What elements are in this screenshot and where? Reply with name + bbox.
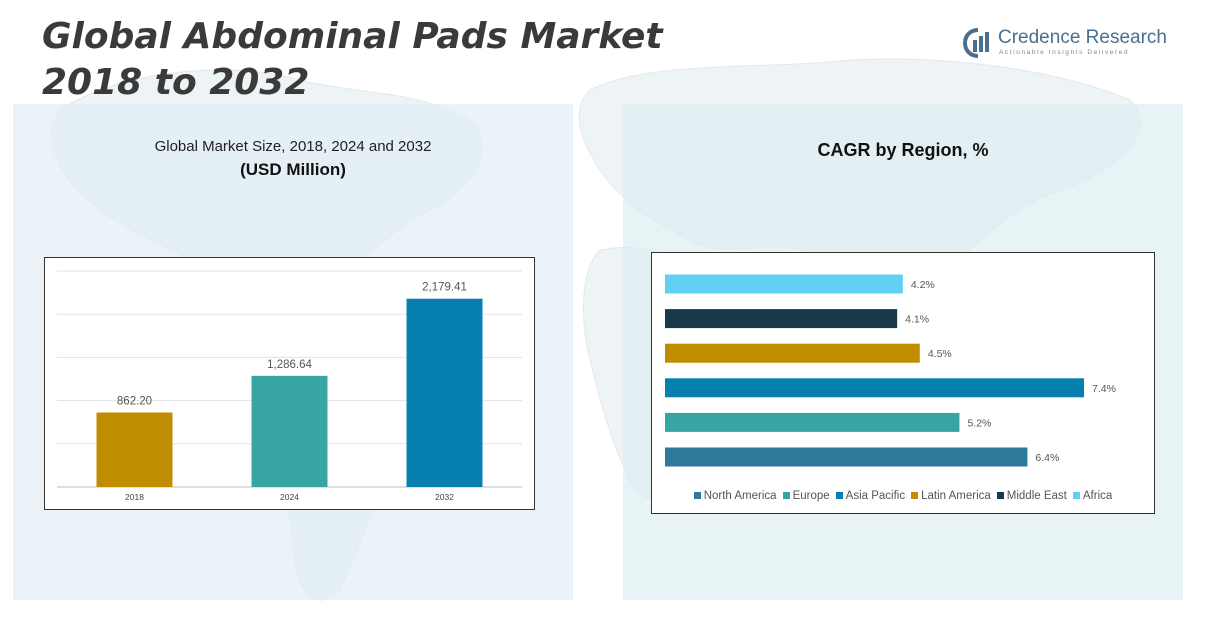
market-size-chart: 862.20 2018 1,286.64 2024 2,179.41 2032 (44, 257, 535, 510)
data-label-africa: 4.2% (911, 279, 935, 291)
data-label-2024: 1,286.64 (267, 359, 312, 371)
legend-label: Middle East (1006, 490, 1067, 502)
data-label-asia-pacific: 7.4% (1092, 383, 1116, 395)
data-label-europe: 5.2% (967, 417, 991, 429)
tick-label-2018: 2018 (125, 492, 144, 502)
legend-label: Africa (1082, 490, 1113, 502)
market-size-chart-unit: (USD Million) (240, 160, 346, 179)
legend-swatch (996, 492, 1004, 499)
market-size-chart-title: Global Market Size, 2018, 2024 and 2032 (154, 138, 432, 155)
tick-label-2032: 2032 (435, 492, 454, 502)
bar-latin-america (665, 343, 920, 363)
data-label-latin-america: 4.5% (928, 348, 952, 360)
tick-label-2024: 2024 (280, 492, 299, 502)
market-size-chart-svg: 862.20 2018 1,286.64 2024 2,179.41 2032 (57, 270, 522, 502)
legend-item-europe: Europe (782, 490, 830, 502)
legend-label: North America (703, 490, 777, 502)
legend-swatch (1072, 492, 1080, 499)
data-label-north-america: 6.4% (1035, 452, 1059, 464)
title-line-2: 2018 to 2032 (42, 62, 310, 103)
legend-swatch (693, 492, 701, 499)
legend-item-africa: Africa (1072, 490, 1113, 502)
bar-africa (665, 274, 903, 294)
data-label-2032: 2,179.41 (422, 282, 467, 294)
legend-label: Latin America (921, 490, 991, 502)
cagr-legend: North America Europe Asia Pacific Latin Ame… (652, 490, 1154, 502)
legend-swatch (911, 492, 919, 499)
data-label-middle-east: 4.1% (905, 314, 929, 326)
legend-item-north-america: North America (693, 490, 777, 502)
logo-mark-icon (962, 28, 989, 58)
bar-2032 (406, 298, 483, 487)
legend-item-middle-east: Middle East (996, 490, 1067, 502)
cagr-chart: 4.2% 4.1% 4.5% 7.4% 5.2% 6.4% North America Eu… (651, 252, 1155, 514)
data-label-2018: 862.20 (117, 396, 152, 408)
bar-middle-east (665, 309, 898, 329)
legend-swatch (782, 492, 790, 499)
title-line-1: Global Abdominal Pads Market (42, 16, 663, 57)
legend-label: Europe (792, 490, 830, 502)
logo-name: Credence Research (998, 27, 1167, 48)
cagr-chart-title: CAGR by Region, % (817, 140, 989, 160)
legend-label: Asia Pacific (845, 490, 906, 502)
page-title: Global Abdominal Pads Market 2018 to 203… (42, 14, 663, 106)
company-logo: Credence Research Actionable Insights De… (962, 26, 1167, 62)
cagr-chart-svg: 4.2% 4.1% 4.5% 7.4% 5.2% 6.4% (665, 274, 1116, 467)
bar-europe (665, 412, 960, 432)
logo-tagline: Actionable Insights Delivered (999, 49, 1130, 56)
bar-north-america (665, 447, 1028, 467)
legend-item-latin-america: Latin America (911, 490, 991, 502)
bar-2024 (251, 375, 328, 487)
legend-swatch (835, 492, 843, 499)
bar-asia-pacific (665, 378, 1085, 398)
legend-item-asia-pacific: Asia Pacific (835, 490, 906, 502)
bar-2018 (96, 412, 173, 487)
